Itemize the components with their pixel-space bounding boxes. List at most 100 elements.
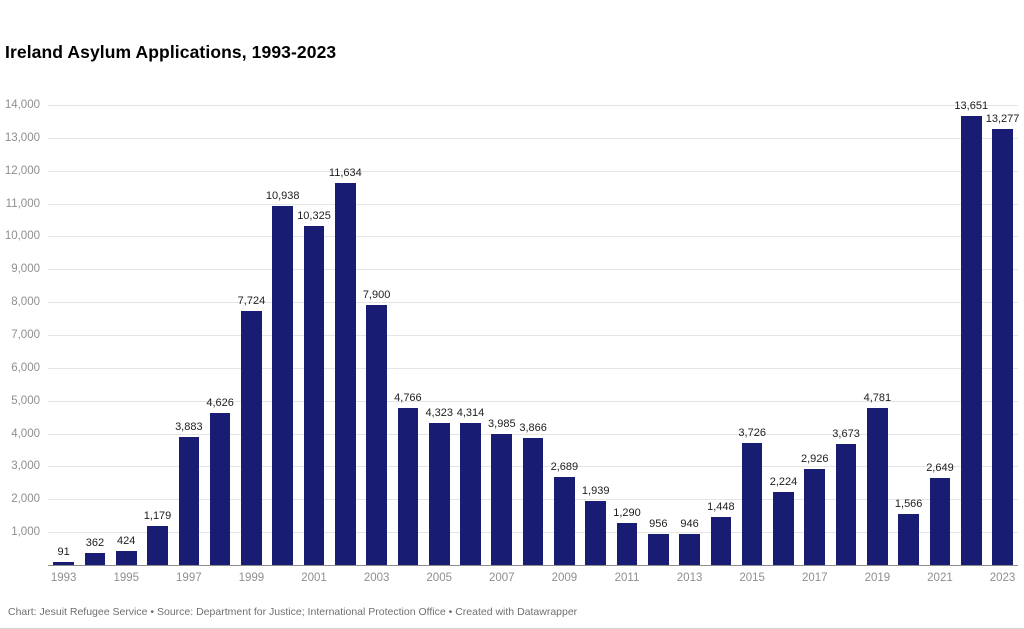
value-label-2019: 4,781: [863, 391, 892, 404]
value-label-1994: 362: [85, 537, 105, 550]
x-tick-label-2013: 2013: [676, 572, 703, 584]
bars-container: 91 1993 362 424 1995 1,179 3,883 1997 4,626 7,724…: [48, 100, 1020, 584]
bar-slot-1997: 3,883 1997: [173, 105, 204, 584]
value-label-2003: 7,900: [362, 289, 391, 302]
bar-slot-2004: 4,766: [392, 105, 423, 565]
chart-footer: Chart: Jesuit Refugee Service • Source: …: [8, 606, 578, 618]
bar-2013: [679, 533, 700, 565]
bar-2009: [554, 476, 575, 565]
bar-slot-2008: 3,866: [517, 105, 548, 565]
gridline: [48, 105, 1018, 106]
value-label-2009: 2,689: [550, 460, 579, 473]
bar-2006: [460, 423, 481, 565]
bar-2017: [804, 468, 826, 565]
value-label-2007: 3,985: [488, 418, 516, 431]
value-label-2012: 956: [649, 517, 668, 530]
value-label-1996: 1,179: [143, 510, 172, 523]
value-label-2006: 4,314: [456, 407, 485, 420]
gridline: [48, 170, 1018, 172]
value-label-2018: 3,673: [832, 428, 860, 441]
bar-slot-1996: 1,179: [142, 105, 173, 565]
value-label-2005: 4,323: [425, 406, 453, 419]
value-label-2022: 13,651: [954, 100, 989, 113]
bar-1993: [53, 562, 74, 565]
gridline: [48, 433, 1018, 435]
value-label-2020: 1,566: [894, 497, 923, 510]
x-tick-label-2005: 2005: [426, 572, 452, 584]
y-tick-label: 11,000: [5, 197, 40, 210]
bar-1995: [115, 551, 137, 565]
bar-2022: [960, 116, 982, 565]
bar-2011: [616, 522, 638, 565]
bar-2018: [835, 444, 857, 565]
x-tick-label-2011: 2011: [614, 572, 640, 584]
bar-slot-2018: 3,673: [830, 105, 861, 565]
bar-slot-2012: 956: [643, 105, 674, 565]
bar-slot-2022: 13,651: [954, 100, 988, 565]
value-label-1997: 3,883: [175, 421, 203, 434]
y-tick-label: 1,000: [11, 526, 40, 539]
y-tick-label: 7,000: [11, 329, 40, 341]
bar-2014: [710, 517, 732, 565]
bar-slot-2015: 3,726 2015: [737, 105, 768, 584]
y-tick-label: 14,000: [4, 99, 40, 111]
y-axis: 1,000 2,000 3,000 4,000 5,000 6,000 7,000 8,000…: [0, 99, 44, 565]
bar-slot-1995: 424 1995: [111, 105, 142, 584]
value-label-2016: 2,224: [769, 475, 798, 488]
bar-slot-2014: 1,448: [705, 105, 736, 565]
value-label-2002: 11,634: [328, 166, 362, 179]
bar-2020: [898, 513, 919, 565]
y-tick-label: 9,000: [11, 263, 40, 276]
bar-slot-2017: 2,926 2017: [799, 105, 830, 584]
bar-slot-1994: 362: [79, 105, 110, 565]
bar-slot-2011: 1,290 2011: [611, 105, 642, 584]
value-label-1993: 91: [57, 546, 70, 559]
value-label-2015: 3,726: [738, 426, 766, 439]
value-label-2023: 13,277: [985, 112, 1020, 125]
bar-2007: [491, 434, 513, 565]
gridline: [48, 367, 1018, 369]
bar-2005: [428, 422, 450, 565]
bar-1999: [241, 311, 262, 565]
y-tick-label: 2,000: [11, 493, 40, 506]
x-tick-label-2009: 2009: [551, 572, 578, 584]
x-tick-label-1997: 1997: [176, 572, 202, 584]
x-tick-label-2019: 2019: [864, 572, 891, 584]
chart-title: Ireland Asylum Applications, 1993-2023: [5, 42, 337, 62]
y-tick-label: 4,000: [11, 427, 40, 440]
x-tick-label-2001: 2001: [301, 572, 327, 584]
bar-slot-2016: 2,224: [768, 105, 799, 565]
bar-1997: [178, 437, 200, 565]
value-label-1995: 424: [117, 535, 136, 548]
bar-slot-1999: 7,724 1999: [236, 105, 267, 584]
bar-slot-2019: 4,781 2019: [862, 105, 893, 584]
bar-slot-2021: 2,649 2021: [924, 105, 955, 584]
bar-slot-1998: 4,626: [204, 105, 235, 565]
value-label-2014: 1,448: [707, 501, 735, 514]
bar-slot-2003: 7,900 2003: [361, 105, 392, 584]
value-label-2021: 2,649: [926, 461, 954, 474]
x-tick-label-2023: 2023: [989, 572, 1016, 584]
value-label-2001: 10,325: [297, 209, 331, 222]
x-tick-label-2007: 2007: [489, 572, 515, 584]
value-label-2008: 3,866: [519, 421, 547, 434]
y-tick-label: 10,000: [4, 230, 40, 243]
value-label-1998: 4,626: [206, 397, 234, 410]
y-tick-label: 8,000: [11, 296, 40, 309]
bar-slot-2005: 4,323 2005: [424, 105, 455, 584]
bar-slot-2007: 3,985 2007: [486, 105, 517, 584]
bar-1996: [147, 526, 168, 565]
gridline: [48, 335, 1018, 336]
x-tick-label-1999: 1999: [238, 572, 265, 584]
gridline: [48, 236, 1018, 238]
x-tick-label-2003: 2003: [363, 572, 390, 584]
bar-1994: [84, 553, 106, 565]
y-tick-label: 5,000: [11, 394, 40, 407]
bar-slot-2002: 11,634: [328, 105, 362, 565]
bar-2003: [366, 305, 387, 565]
bar-2019: [867, 407, 888, 565]
value-label-2011: 1,290: [613, 506, 641, 519]
y-tick-label: 6,000: [11, 361, 40, 374]
x-tick-label-2015: 2015: [739, 572, 765, 584]
gridline: [48, 137, 1018, 139]
